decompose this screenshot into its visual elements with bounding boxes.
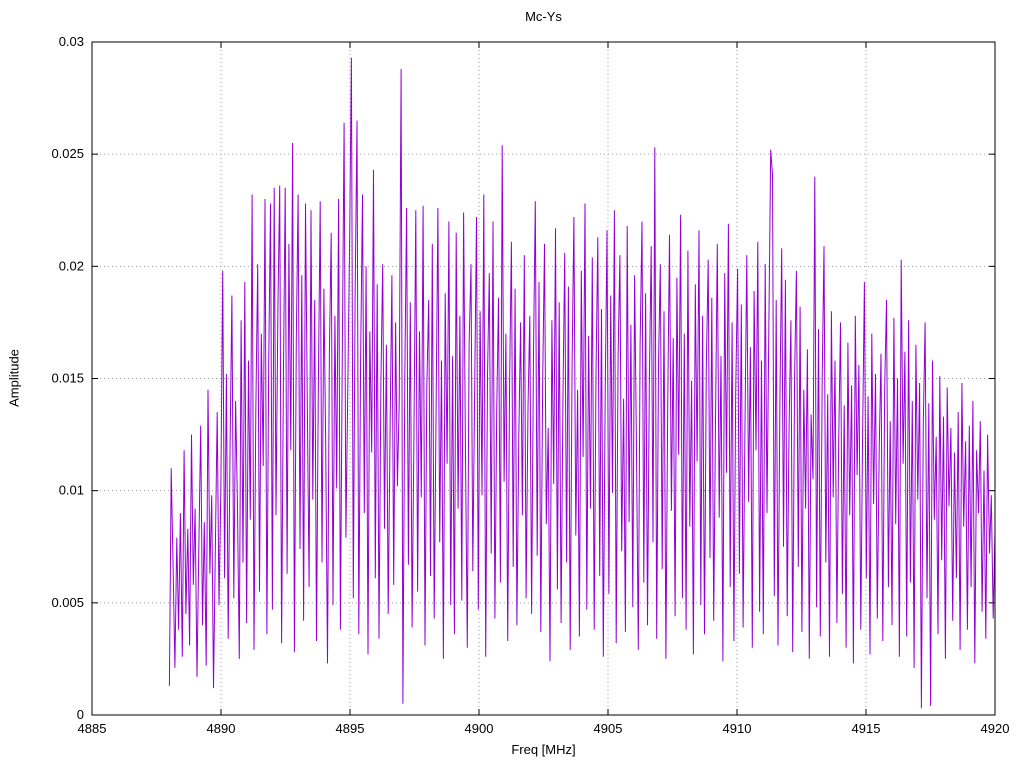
y-tick-label: 0.015: [51, 371, 84, 386]
chart-title: Mc-Ys: [525, 9, 562, 24]
y-tick-label: 0.025: [51, 146, 84, 161]
plot-border: [91, 41, 996, 716]
y-tick-label: 0.01: [59, 483, 84, 498]
x-tick-label: 4890: [207, 721, 236, 736]
y-tick-label: 0: [77, 707, 84, 722]
x-tick-label: 4905: [594, 721, 623, 736]
x-axis-label: Freq [MHz]: [511, 742, 576, 757]
x-tick-label: 4900: [465, 721, 494, 736]
x-tick-label: 4910: [723, 721, 752, 736]
x-tick-label: 4915: [852, 721, 881, 736]
x-tick-label: 4920: [981, 721, 1010, 736]
x-tick-label: 4885: [78, 721, 107, 736]
y-tick-label: 0.02: [59, 258, 84, 273]
y-tick-label: 0.03: [59, 34, 84, 49]
series-line: [168, 57, 996, 709]
x-tick-label: 4895: [336, 721, 365, 736]
y-tick-label: 0.005: [51, 595, 84, 610]
